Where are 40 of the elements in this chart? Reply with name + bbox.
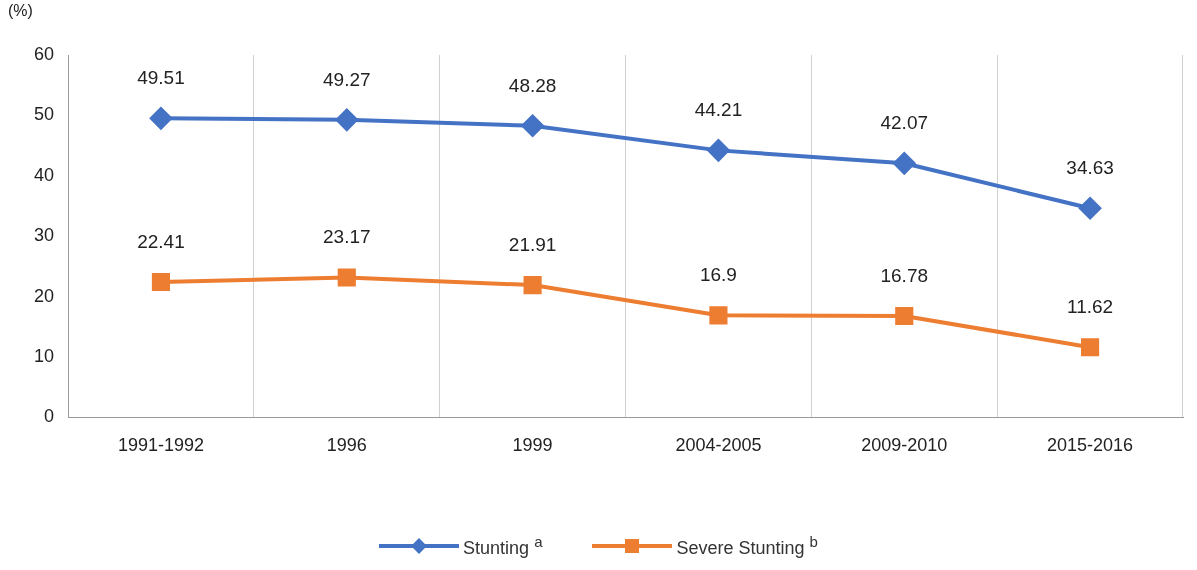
y-tick-label: 40 bbox=[33, 164, 55, 185]
x-tick-label: 1991-1992 bbox=[117, 435, 204, 456]
point bbox=[337, 268, 356, 287]
data-label: 16.9 bbox=[699, 264, 737, 286]
point bbox=[335, 108, 358, 131]
y-tick-label: 20 bbox=[33, 285, 55, 306]
x-tick-label: 2015-2016 bbox=[1047, 435, 1134, 456]
data-label: 11.62 bbox=[1067, 295, 1114, 317]
data-label: 34.63 bbox=[1066, 156, 1114, 178]
legend-label: Severe Stunting $^{b}$ bbox=[676, 533, 818, 559]
y-tick-label: 10 bbox=[33, 345, 55, 366]
y-tick-label: 0 bbox=[44, 406, 55, 427]
y-axis-title: (%) bbox=[8, 2, 33, 20]
legend-label: Stunting $^{a}$ bbox=[463, 533, 543, 559]
data-label: 49.51 bbox=[137, 67, 185, 89]
point bbox=[521, 114, 544, 137]
point bbox=[895, 306, 914, 326]
point bbox=[707, 139, 730, 162]
data-label: 48.28 bbox=[508, 74, 557, 96]
y-tick-label: 60 bbox=[33, 43, 55, 64]
data-label: 16.78 bbox=[880, 264, 929, 286]
data-label: 44.21 bbox=[694, 99, 743, 121]
point bbox=[893, 152, 916, 175]
data-label: 42.07 bbox=[880, 112, 929, 134]
x-tick-label: 1999 bbox=[512, 435, 553, 456]
point bbox=[523, 275, 542, 295]
x-tick-label: 2009-2010 bbox=[861, 435, 948, 456]
point bbox=[1079, 197, 1102, 220]
data-label: 21.91 bbox=[508, 233, 557, 255]
x-tick-label: 1996 bbox=[326, 435, 367, 456]
data-label: 23.17 bbox=[322, 226, 371, 248]
y-tick-label: 50 bbox=[33, 104, 55, 125]
point bbox=[1081, 338, 1100, 357]
point bbox=[151, 272, 171, 292]
y-tick-label: 30 bbox=[33, 225, 55, 246]
data-label: 49.27 bbox=[322, 68, 371, 90]
data-label: 22.41 bbox=[137, 230, 185, 252]
x-tick-label: 2004-2005 bbox=[675, 435, 762, 456]
point bbox=[149, 107, 172, 130]
point bbox=[709, 306, 728, 325]
